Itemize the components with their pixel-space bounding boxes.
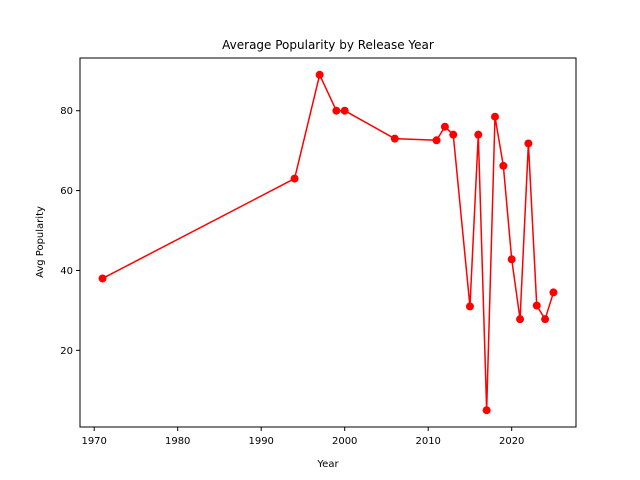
data-point [499,161,508,170]
data-point [507,255,516,264]
x-tick-label: 2020 [499,436,524,447]
x-tick-label: 2000 [332,436,357,447]
data-point [332,106,341,115]
data-point [315,70,324,79]
data-point [532,301,541,310]
chart-title: Average Popularity by Release Year [222,38,434,52]
data-point [465,302,474,311]
x-tick-label: 1980 [165,436,190,447]
data-point [290,174,299,183]
x-tick-label: 2010 [415,436,440,447]
data-point [340,106,349,115]
data-point [440,122,449,131]
data-point [449,130,458,139]
data-point [474,130,483,139]
data-point [432,136,441,145]
x-axis-label: Year [316,459,339,470]
data-point [482,406,491,415]
y-tick-label: 80 [60,106,73,117]
data-point [524,139,533,148]
data-point [98,274,107,283]
y-tick-label: 20 [60,346,73,357]
y-axis-label: Avg Popularity [35,206,46,278]
data-point [516,315,525,324]
data-point [491,112,500,121]
data-point [390,134,399,143]
plot-frame [79,57,577,428]
data-series [98,70,558,415]
x-tick-label: 1990 [248,436,273,447]
x-tick-label: 1970 [81,436,106,447]
data-point [541,315,550,324]
y-tick-label: 60 [60,186,73,197]
data-point [549,288,558,297]
y-tick-label: 40 [60,266,73,277]
